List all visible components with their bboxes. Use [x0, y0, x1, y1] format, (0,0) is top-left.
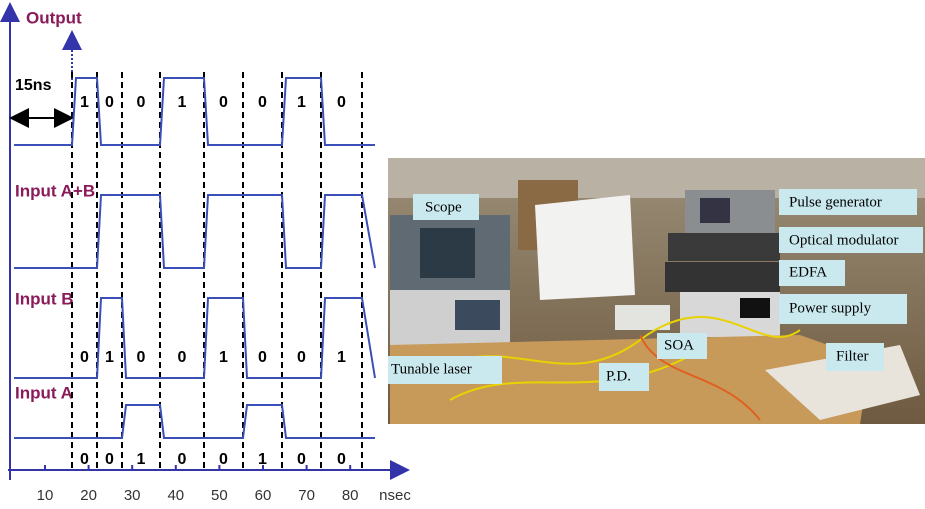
- sum-label: Input A+B: [15, 181, 95, 200]
- bit-label: 1: [178, 94, 187, 111]
- bit-label: 0: [178, 451, 187, 468]
- x-tick-label: 10: [37, 487, 54, 504]
- x-tick-label: 20: [80, 487, 97, 504]
- photo-label: Power supply: [789, 300, 872, 316]
- input-a-label: Input A: [15, 383, 73, 402]
- bit-label: 0: [105, 94, 114, 111]
- bit-label: 1: [137, 451, 146, 468]
- photo-label: Filter: [836, 348, 869, 364]
- photo-label: P.D.: [606, 368, 631, 384]
- bit-label: 0: [337, 94, 346, 111]
- bit-label: 0: [297, 451, 306, 468]
- x-unit: nsec: [379, 487, 411, 504]
- input-b-label: Input B: [15, 289, 74, 308]
- x-tick-label: 50: [211, 487, 228, 504]
- x-tick-label: 70: [298, 487, 315, 504]
- bit-label: 1: [80, 94, 89, 111]
- output-label: Output: [26, 8, 82, 27]
- photo-label: SOA: [664, 337, 694, 353]
- x-tick-label: 40: [167, 487, 184, 504]
- bit-label: 0: [80, 451, 89, 468]
- x-tick-label: 60: [255, 487, 272, 504]
- photo-label: Optical modulator: [789, 232, 899, 248]
- photo-label: Scope: [425, 199, 462, 215]
- bit-label: 0: [137, 349, 146, 366]
- figure: Output 15ns Input A+B Input B Input A ns…: [0, 0, 925, 509]
- x-tick-label: 30: [124, 487, 141, 504]
- bit-label: 0: [258, 349, 267, 366]
- photo-label: EDFA: [789, 264, 827, 280]
- bit-label: 0: [105, 451, 114, 468]
- bit-label: 0: [219, 94, 228, 111]
- x-tick-label: 80: [342, 487, 359, 504]
- delay-label: 15ns: [15, 77, 52, 94]
- bit-label: 1: [258, 451, 267, 468]
- bit-label: 0: [137, 94, 146, 111]
- bit-label: 1: [337, 349, 346, 366]
- photo-label: Tunable laser: [391, 361, 472, 377]
- bit-label: 0: [219, 451, 228, 468]
- bit-label: 0: [297, 349, 306, 366]
- bit-label: 1: [105, 349, 114, 366]
- bit-label: 1: [219, 349, 228, 366]
- bit-label: 0: [337, 451, 346, 468]
- bit-label: 0: [80, 349, 89, 366]
- photo-label: Pulse generator: [789, 194, 882, 210]
- bit-label: 0: [178, 349, 187, 366]
- bit-label: 1: [297, 94, 306, 111]
- bit-label: 0: [258, 94, 267, 111]
